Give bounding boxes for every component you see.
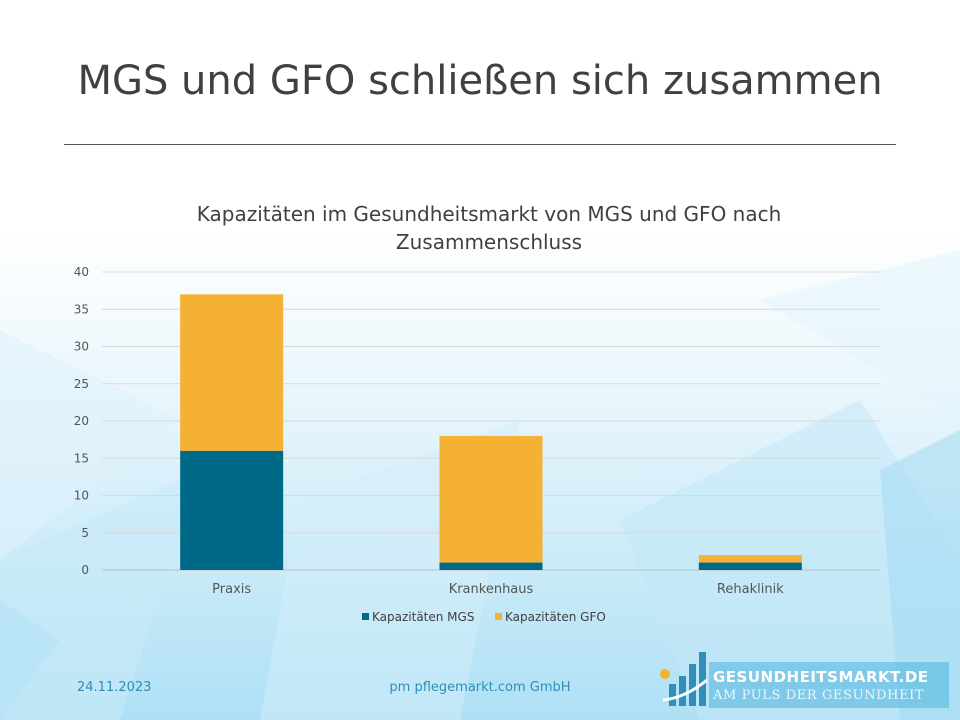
gesundheitsmarkt-logo: GESUNDHEITSMARKT.DE AM PULS DER GESUNDHE… [655, 640, 955, 710]
footer-date: 24.11.2023 [77, 680, 152, 695]
x-category-label: Krankenhaus [449, 582, 534, 597]
logo-graphic-icon [660, 652, 949, 708]
y-tick-label: 15 [74, 451, 89, 465]
chart-title-line-2: Zusammenschluss [396, 230, 582, 254]
title-divider [64, 144, 896, 145]
x-category-label: Praxis [212, 582, 251, 597]
slide-title: MGS und GFO schließen sich zusammen [77, 58, 883, 104]
y-tick-label: 25 [74, 377, 89, 391]
x-category-label: Rehaklinik [717, 582, 784, 597]
bar-mgs-praxis [180, 450, 284, 570]
bar-gfo-praxis [180, 294, 284, 451]
legend-swatch-gfo [495, 613, 502, 620]
bar-gfo-rehaklinik [698, 555, 802, 563]
logo-tagline: AM PULS DER GESUNDHEIT [713, 688, 925, 703]
y-tick-label: 30 [74, 340, 89, 354]
legend-label-gfo: Kapazitäten GFO [505, 610, 606, 624]
logo-name: GESUNDHEITSMARKT.DE [713, 668, 929, 686]
y-tick-label: 0 [81, 563, 89, 577]
chart-legend: Kapazitäten MGS Kapazitäten GFO [362, 610, 606, 624]
legend-label-mgs: Kapazitäten MGS [372, 610, 474, 624]
legend-swatch-mgs [362, 613, 369, 620]
y-tick-label: 10 [74, 489, 89, 503]
y-tick-label: 35 [74, 302, 89, 316]
y-tick-label: 5 [81, 526, 89, 540]
bar-gfo-krankenhaus [439, 435, 543, 563]
chart-title-line-1: Kapazitäten im Gesundheitsmarkt von MGS … [197, 202, 782, 226]
y-tick-label: 40 [74, 265, 89, 279]
y-tick-label: 20 [74, 414, 89, 428]
bar-mgs-rehaklinik [698, 562, 802, 570]
bar-mgs-krankenhaus [439, 562, 543, 570]
footer-company: pm pflegemarkt.com GmbH [389, 680, 571, 695]
